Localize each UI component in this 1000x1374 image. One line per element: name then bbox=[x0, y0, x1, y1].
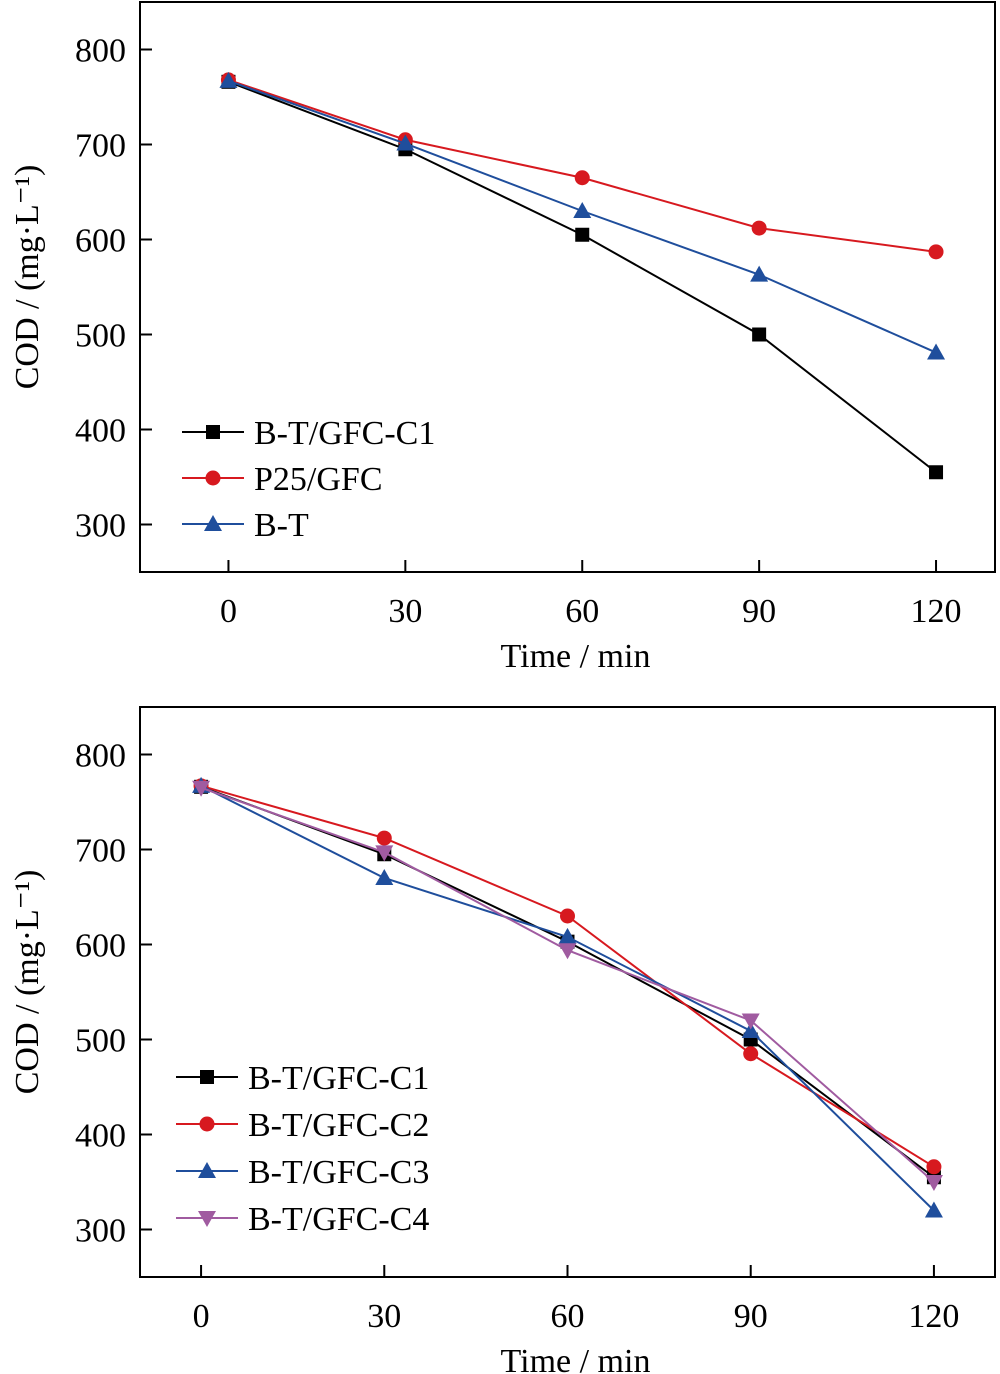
x-tick-label: 0 bbox=[193, 1298, 210, 1335]
legend-label: B-T/GFC-C4 bbox=[248, 1201, 429, 1238]
legend-marker bbox=[204, 515, 222, 531]
x-axis-title: Time / min bbox=[501, 1343, 651, 1374]
y-axis-title: COD / (mg·L⁻¹) bbox=[9, 165, 46, 390]
x-tick-label: 60 bbox=[551, 1298, 585, 1335]
data-point bbox=[575, 227, 590, 242]
data-point bbox=[396, 134, 415, 151]
data-point bbox=[573, 202, 592, 218]
y-tick-label: 300 bbox=[75, 508, 126, 545]
data-point bbox=[750, 265, 769, 282]
legend: B-T/GFC-C1 P25/GFC B-T bbox=[182, 415, 435, 544]
series-line bbox=[228, 80, 937, 474]
x-tick-label: 30 bbox=[388, 593, 422, 630]
data-point bbox=[741, 1013, 760, 1030]
legend-label: B-T/GFC-C1 bbox=[248, 1060, 429, 1097]
x-tick-label: 90 bbox=[734, 1298, 768, 1335]
data-point bbox=[928, 244, 944, 260]
data-point bbox=[751, 220, 767, 236]
y-tick-label: 600 bbox=[75, 223, 126, 260]
y-tick-label: 400 bbox=[75, 413, 126, 450]
x-tick-label: 30 bbox=[367, 1298, 401, 1335]
y-tick-label: 400 bbox=[75, 1118, 126, 1155]
data-point bbox=[219, 71, 238, 88]
data-point bbox=[558, 927, 577, 944]
series-B-T/GFC-C3 bbox=[192, 776, 943, 1218]
y-axis-title: COD / (mg·L⁻¹) bbox=[9, 870, 46, 1095]
data-point bbox=[574, 170, 590, 186]
data-point bbox=[375, 869, 394, 885]
y-tick-label: 600 bbox=[75, 928, 126, 965]
y-tick-label: 700 bbox=[75, 833, 126, 870]
data-point bbox=[743, 1046, 759, 1062]
legend-label: B-T/GFC-C2 bbox=[248, 1107, 429, 1144]
legend-marker bbox=[199, 1116, 215, 1132]
y-tick-label: 700 bbox=[75, 128, 126, 165]
legend-marker bbox=[205, 470, 221, 486]
series-B-T/GFC-C4 bbox=[192, 780, 943, 1191]
chart-panel-1: 300 400 500 600 700 800 0 30 60 90 120 Time / min CO… bbox=[9, 1, 996, 675]
series-line bbox=[200, 784, 935, 1212]
plot-frame bbox=[139, 706, 996, 1278]
data-point bbox=[924, 1201, 943, 1218]
y-tick-label: 500 bbox=[75, 1023, 126, 1060]
chart-panel-2: 300 400 500 600 700 800 0 30 60 90 120 Time / min CO… bbox=[9, 706, 996, 1374]
y-tick-label: 300 bbox=[75, 1213, 126, 1250]
data-point bbox=[558, 943, 577, 960]
x-tick-label: 120 bbox=[911, 593, 962, 630]
legend-label: P25/GFC bbox=[254, 461, 383, 498]
series-line bbox=[228, 78, 937, 253]
legend-label: B-T bbox=[254, 507, 309, 544]
y-tick-label: 800 bbox=[75, 33, 126, 70]
legend-marker bbox=[200, 1070, 214, 1084]
data-point bbox=[375, 845, 394, 862]
y-tick-label: 800 bbox=[75, 738, 126, 775]
x-axis-title: Time / min bbox=[501, 638, 651, 675]
data-point bbox=[752, 327, 767, 342]
data-point bbox=[192, 780, 211, 797]
legend-marker bbox=[206, 425, 220, 439]
data-point bbox=[741, 1021, 760, 1038]
y-tick-label: 500 bbox=[75, 318, 126, 355]
x-tick-label: 0 bbox=[220, 593, 237, 630]
legend: B-T/GFC-C1 B-T/GFC-C2 B-T/GFC-C3 B-T/GFC-C4 bbox=[176, 1060, 429, 1238]
legend-marker bbox=[198, 1162, 216, 1178]
data-point bbox=[924, 1175, 943, 1191]
legend-label: B-T/GFC-C1 bbox=[254, 415, 435, 452]
data-point bbox=[929, 465, 944, 480]
x-tick-label: 90 bbox=[742, 593, 776, 630]
plot-frame bbox=[139, 1, 996, 573]
data-point bbox=[926, 1159, 942, 1175]
legend-label: B-T/GFC-C3 bbox=[248, 1154, 429, 1191]
x-tick-label: 60 bbox=[565, 593, 599, 630]
data-point bbox=[560, 908, 575, 924]
data-point bbox=[376, 830, 392, 846]
x-tick-label: 120 bbox=[908, 1298, 959, 1335]
series-B-T bbox=[219, 71, 946, 360]
legend-marker bbox=[198, 1211, 216, 1227]
data-point bbox=[927, 343, 946, 360]
